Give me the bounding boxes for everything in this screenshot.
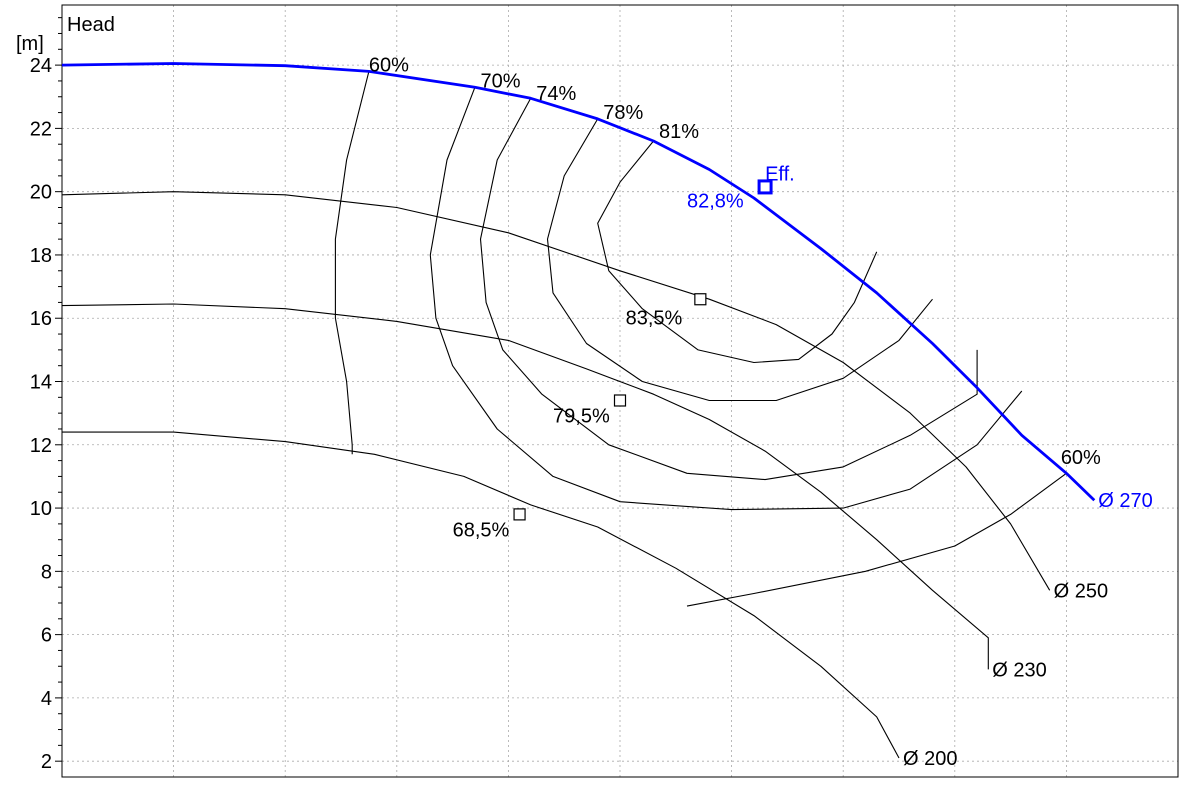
curve-end-label: Ø 270 (1098, 490, 1152, 512)
markers (513, 179, 773, 521)
y-tick-label: 6 (41, 625, 52, 647)
efficiency-label: 74% (536, 83, 576, 105)
head-curve-line (61, 191, 1051, 591)
y-tick-label: 8 (41, 561, 52, 583)
efficiency-label: 60% (369, 54, 409, 76)
curve-end-label: Ø 200 (903, 748, 957, 770)
head-curve-line (61, 62, 1096, 502)
y-tick-label: 2 (41, 751, 52, 773)
efficiency-label: 82,8% (687, 190, 744, 212)
y-axis-title: Head (67, 14, 115, 36)
head-curves (61, 62, 1096, 759)
efficiency-contour-line (479, 98, 978, 481)
efficiency-contour-line (429, 87, 1023, 511)
efficiency-marker (613, 394, 627, 407)
y-tick-label: 10 (30, 498, 52, 520)
y-tick-label: 18 (30, 245, 52, 267)
efficiency-marker (757, 179, 773, 195)
efficiency-contours (334, 71, 1067, 607)
efficiency-label: 70% (481, 70, 521, 92)
curve-end-label: Ø 250 (1054, 580, 1108, 602)
efficiency-label: Eff. (765, 164, 795, 186)
labels: Ø 270 Ø 250 Ø 230 Ø 200 60% 70% 74% 78% 81% Eff. 8… (369, 54, 1153, 770)
efficiency-label: 60% (1061, 447, 1101, 469)
efficiency-label: 68,5% (453, 520, 510, 542)
y-axis-unit: [m] (16, 33, 44, 55)
y-tick-label: 22 (30, 118, 52, 140)
efficiency-label: 78% (603, 102, 643, 124)
efficiency-contour-line (546, 118, 933, 402)
y-tick-label: 4 (41, 688, 52, 710)
efficiency-marker (694, 293, 707, 306)
y-tick-label: 24 (30, 55, 52, 77)
efficiency-contour-line (597, 140, 878, 364)
efficiency-label: 79,5% (553, 406, 610, 428)
efficiency-label: 83,5% (626, 308, 683, 330)
y-tick-label: 14 (30, 372, 52, 394)
efficiency-contour-line (334, 71, 370, 455)
head-curve-line (62, 431, 900, 759)
y-tick-label: 12 (30, 435, 52, 457)
efficiency-marker (513, 508, 526, 521)
efficiency-label: 81% (659, 121, 699, 143)
y-tick-label: 20 (30, 182, 52, 204)
plot-area (61, 4, 1179, 778)
efficiency-contour-line (686, 472, 1067, 607)
curve-end-label: Ø 230 (992, 659, 1046, 681)
y-tick-label: 16 (30, 308, 52, 330)
head-curve-line (61, 303, 989, 670)
grid (62, 5, 1178, 777)
